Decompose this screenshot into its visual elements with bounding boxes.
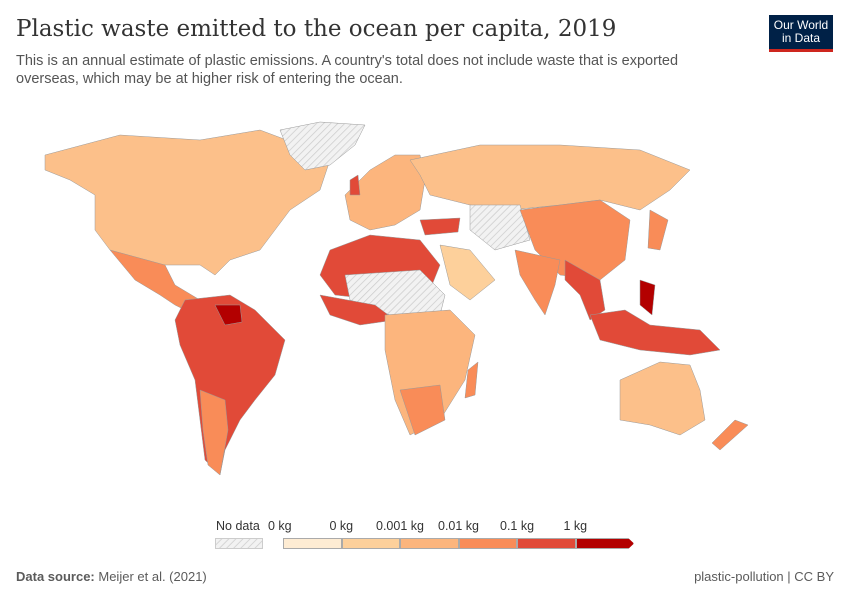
data-source: Data source: Meijer et al. (2021): [16, 569, 207, 584]
legend-no-data-swatch[interactable]: [215, 538, 265, 550]
region-arabia[interactable]: [439, 244, 496, 301]
region-south-africa[interactable]: [399, 384, 446, 436]
region-southern-cone[interactable]: [199, 389, 229, 476]
region-north-america[interactable]: [44, 129, 331, 276]
region-uk[interactable]: [349, 174, 361, 196]
region-central-asia[interactable]: [469, 204, 531, 251]
legend-no-data-label: No data: [216, 519, 260, 533]
legend-bin-1[interactable]: [341, 538, 400, 549]
legend-bin-3[interactable]: [458, 538, 517, 549]
chart-subtitle: This is an annual estimate of plastic em…: [16, 53, 679, 87]
region-europe[interactable]: [344, 154, 426, 231]
region-greenland[interactable]: [279, 121, 366, 171]
region-russia[interactable]: [409, 144, 691, 211]
world-map[interactable]: [0, 100, 850, 500]
legend-bin-label: 0.1 kg: [500, 519, 535, 533]
legend-bin-4[interactable]: [517, 538, 576, 549]
region-venezuela-guyana[interactable]: [214, 304, 243, 326]
owid-logo[interactable]: Our World in Data: [769, 15, 833, 52]
legend-bin-label: 1 kg: [563, 519, 588, 533]
legend-bin-0[interactable]: [283, 538, 342, 549]
region-new-zealand[interactable]: [711, 419, 749, 451]
region-australia[interactable]: [619, 361, 706, 436]
chart-title: Plastic waste emitted to the ocean per c…: [16, 16, 617, 42]
legend-bin-label: 0 kg: [329, 519, 354, 533]
region-japan[interactable]: [647, 209, 669, 251]
data-source-link[interactable]: Meijer et al. (2021): [98, 569, 207, 584]
region-madagascar[interactable]: [464, 361, 479, 399]
region-india[interactable]: [514, 249, 561, 316]
region-indonesia[interactable]: [589, 309, 721, 356]
legend-bin-label: 0 kg: [268, 519, 292, 533]
region-turkey-mideast[interactable]: [419, 217, 461, 236]
legend-bin-label: 0.01 kg: [438, 519, 480, 533]
legend-bin-5[interactable]: [575, 538, 634, 549]
footer-right[interactable]: plastic-pollution | CC BY: [694, 569, 834, 584]
region-philippines[interactable]: [639, 279, 656, 316]
region-west-africa[interactable]: [319, 294, 396, 326]
region-south-america[interactable]: [174, 294, 286, 476]
legend-bin-2[interactable]: [400, 538, 459, 549]
legend-bin-label: 0.001 kg: [376, 519, 424, 533]
data-source-label: Data source:: [16, 569, 95, 584]
region-southeast-asia[interactable]: [564, 259, 606, 321]
